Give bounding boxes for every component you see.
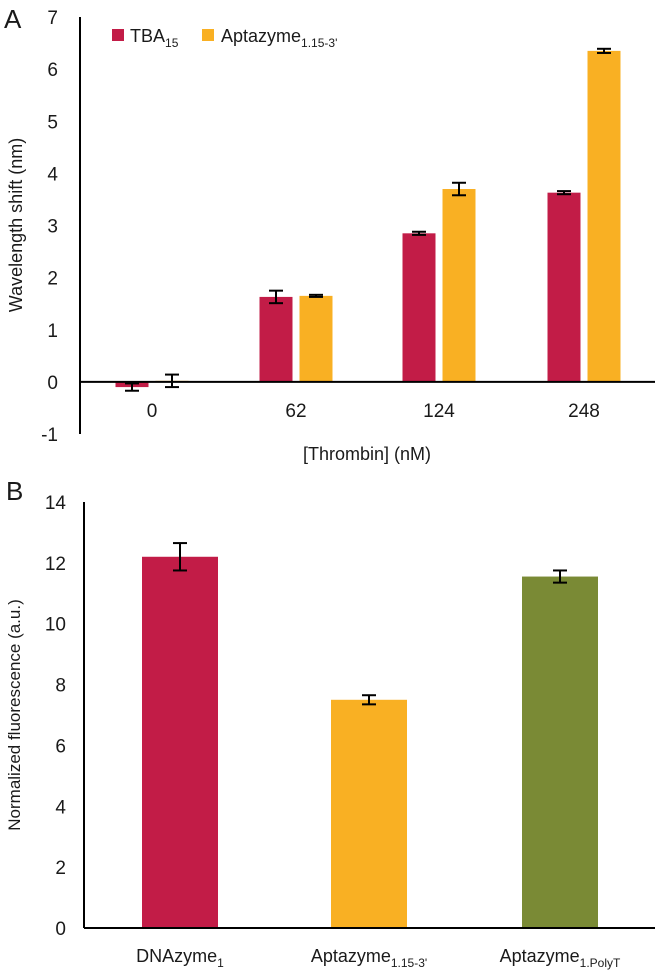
x-tick-label-b: Aptazyme1.15-3' <box>311 946 427 970</box>
x-axis-label-a: [Thrombin] (nM) <box>303 444 431 464</box>
x-tick-label-a: 248 <box>568 401 600 422</box>
legend-swatch-tba15 <box>112 29 124 41</box>
y-tick-label-a: -1 <box>41 425 58 446</box>
y-tick-label-a: 5 <box>47 112 58 133</box>
bar-aptazyme-1 <box>331 699 407 928</box>
y-tick-label-b: 6 <box>55 736 66 757</box>
y-tick-label-b: 12 <box>45 554 66 575</box>
panel-label-b: B <box>6 476 23 506</box>
bar-tba15-248 <box>547 192 581 382</box>
y-tick-label-a: 1 <box>47 321 58 342</box>
y-tick-label-b: 4 <box>55 797 66 818</box>
x-tick-label-main: Aptazyme <box>311 946 391 966</box>
y-tick-label-a: 0 <box>47 373 58 394</box>
bar-dnazyme-0 <box>142 556 218 928</box>
legend-label-tba15: TBA15 <box>130 26 179 50</box>
bar-aptazyme-248 <box>587 50 621 382</box>
y-tick-label-a: 4 <box>47 164 58 185</box>
y-tick-label-b: 0 <box>55 919 66 940</box>
y-tick-label-b: 14 <box>45 493 67 514</box>
bar-aptazyme-124 <box>442 189 476 382</box>
y-tick-label-b: 10 <box>45 615 66 636</box>
y-tick-label-a: 6 <box>47 60 58 81</box>
x-tick-label-a: 124 <box>423 401 455 422</box>
y-axis-label-b: Normalized fluorescence (a.u.) <box>5 599 24 830</box>
legend-swatch-aptazyme <box>202 29 214 41</box>
y-tick-label-a: 7 <box>47 8 58 29</box>
y-tick-label-a: 3 <box>47 217 58 238</box>
x-tick-label-sub: 1 <box>217 956 224 970</box>
x-tick-label-a: 62 <box>285 401 306 422</box>
x-tick-label-b: Aptazyme1.PolyT <box>500 946 621 970</box>
bar-tba15-124 <box>402 233 436 382</box>
panel-b: B Normalized fluorescence (a.u.) 1412108… <box>5 476 655 970</box>
y-tick-label-b: 2 <box>55 858 66 879</box>
panel-label-a: A <box>4 4 22 34</box>
panel-a: A Wavelength shift (nm) [Thrombin] (nM) … <box>4 4 655 464</box>
legend-label-aptazyme: Aptazyme1.15-3' <box>221 26 337 50</box>
x-tick-label-main: Aptazyme <box>500 946 580 966</box>
legend-a: TBA15 Aptazyme1.15-3' <box>112 26 337 50</box>
y-tick-label-a: 2 <box>47 269 58 290</box>
x-tick-label-sub: 1.PolyT <box>580 956 621 970</box>
bar-aptazyme-62 <box>299 295 333 382</box>
x-tick-label-main: DNAzyme <box>136 946 217 966</box>
y-axis-label-a: Wavelength shift (nm) <box>6 138 26 312</box>
x-tick-label-a: 0 <box>147 401 158 422</box>
x-tick-label-b: DNAzyme1 <box>136 946 224 970</box>
y-tick-label-b: 8 <box>55 676 66 697</box>
bar-tba15-62 <box>259 296 293 382</box>
x-tick-label-sub: 1.15-3' <box>391 956 427 970</box>
bar-aptazyme-2 <box>522 576 598 928</box>
